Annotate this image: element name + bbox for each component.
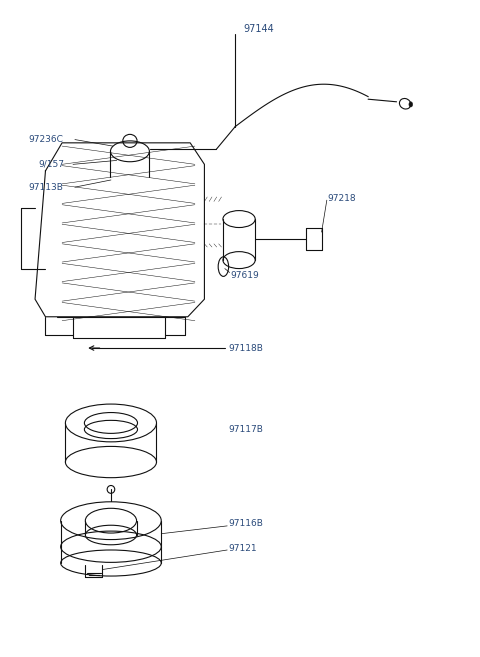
Text: 97117B: 97117B (228, 425, 263, 434)
Text: 97236C: 97236C (29, 135, 64, 144)
Text: 97121: 97121 (228, 544, 257, 553)
Text: 97218: 97218 (328, 194, 356, 203)
Text: 97144: 97144 (244, 24, 275, 34)
Ellipse shape (409, 102, 413, 107)
Text: 97113B: 97113B (29, 183, 64, 192)
Text: 97619: 97619 (230, 271, 259, 280)
Text: 9/157: 9/157 (38, 160, 64, 169)
Text: 97118B: 97118B (228, 344, 263, 353)
Text: 97116B: 97116B (228, 520, 263, 528)
